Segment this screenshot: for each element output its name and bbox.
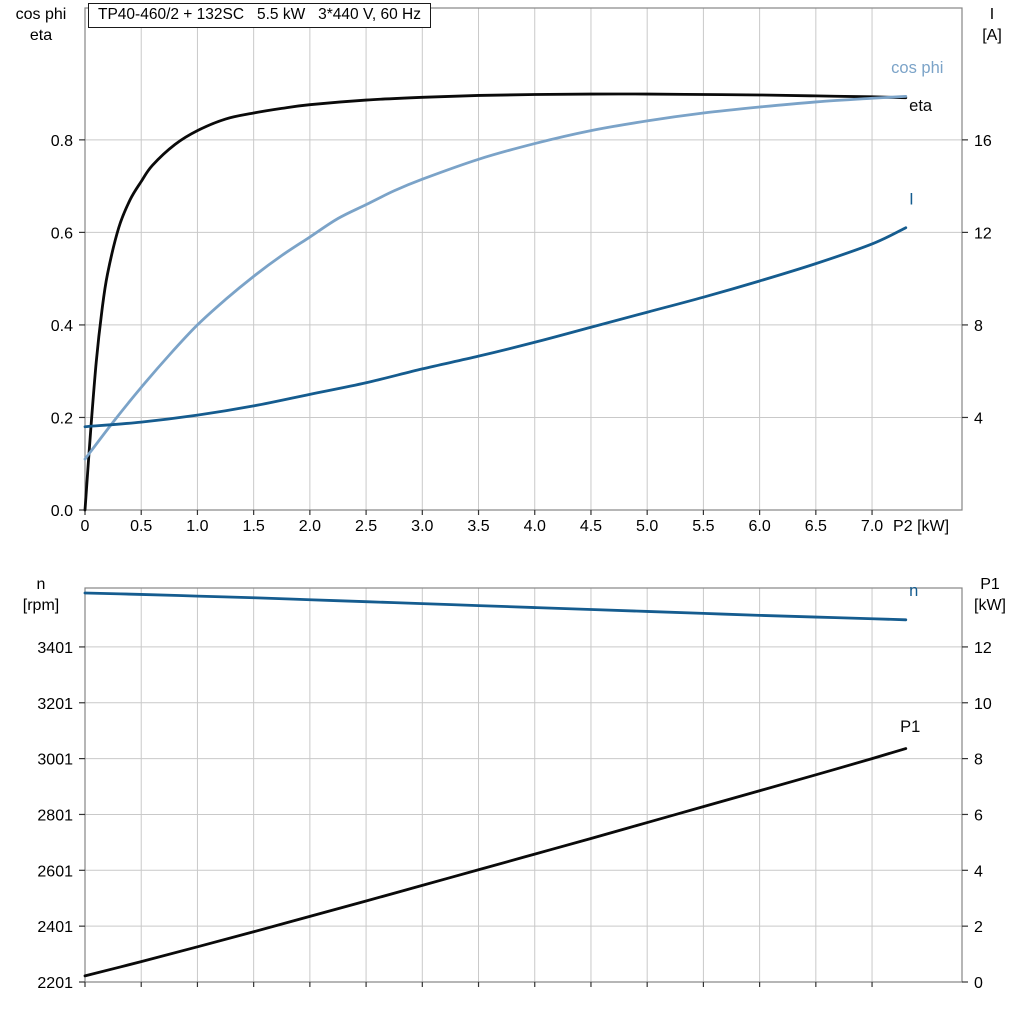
series-label-n: n: [909, 582, 918, 600]
x-tick-label: 1.0: [186, 518, 208, 535]
left-tick-label: 2601: [37, 863, 73, 880]
x-tick-label: 7.0: [861, 518, 883, 535]
x-tick-label: 5.0: [636, 518, 658, 535]
x-axis-unit-label: P2 [kW]: [893, 518, 949, 535]
curve-P1: [83, 747, 908, 978]
x-tick-label: 0: [81, 518, 90, 535]
left-tick-label: 0.0: [51, 503, 73, 520]
curve-eta: [83, 92, 908, 512]
left-tick-label: 2801: [37, 807, 73, 824]
axis-label-current: I: [989, 6, 995, 23]
curve-n: [83, 591, 908, 622]
right-tick-label: 12: [974, 640, 992, 657]
left-tick-label: 0.8: [51, 133, 73, 150]
curve-cos-phi: [83, 94, 908, 461]
right-tick-label: 4: [974, 863, 983, 880]
left-tick-label: 2201: [37, 975, 73, 992]
axis-label-p1: P1: [980, 576, 1000, 593]
right-tick-label: 6: [974, 807, 983, 824]
axis-label-speed: n: [36, 576, 46, 593]
left-tick-label: 0.6: [51, 225, 73, 242]
x-tick-label: 4.0: [524, 518, 546, 535]
x-tick-label: 6.5: [805, 518, 827, 535]
x-tick-label: 5.5: [692, 518, 714, 535]
right-tick-label: 4: [974, 410, 983, 427]
axis-label-p1-unit: [kW]: [974, 597, 1006, 614]
series-label-eta: eta: [909, 97, 933, 115]
top-chart-left-axis-title: cos phi eta: [2, 4, 80, 46]
right-tick-label: 16: [974, 133, 992, 150]
series-label-I: I: [909, 191, 914, 209]
plot-border: [84, 587, 963, 983]
speed-power-chart: 2201 2401 2601 2801 3001 3201 3401 0 2 4 6 8 10 12 n P1: [37, 582, 991, 992]
right-tick-label: 2: [974, 919, 983, 936]
bottom-chart-left-axis-title: n [rpm]: [2, 574, 80, 616]
right-tick-label: 8: [974, 752, 983, 769]
x-tick-label: 2.0: [299, 518, 321, 535]
right-tick-label: 10: [974, 696, 992, 713]
left-tick-label: 0.4: [51, 318, 73, 335]
plot-border: [84, 7, 963, 511]
left-tick-label: 3201: [37, 696, 73, 713]
top-chart-right-axis-title: I [A]: [962, 4, 1022, 46]
motor-efficiency-chart: 0.0 0.2 0.4 0.6 0.8 4 8 12 16 0 0.5 1.0 1.5 2.0 2.5 3.0…: [51, 7, 992, 535]
x-tick-label: 6.0: [748, 518, 770, 535]
x-tick-label: 3.0: [411, 518, 433, 535]
axis-label-current-unit: [A]: [982, 27, 1002, 44]
x-tick-label: 0.5: [130, 518, 152, 535]
x-tick-label: 4.5: [580, 518, 602, 535]
chart-title: TP40-460/2 + 132SC 5.5 kW 3*440 V, 60 Hz: [88, 3, 431, 28]
axis-label-eta: eta: [29, 27, 53, 44]
curve-I: [83, 226, 908, 429]
left-tick-label: 0.2: [51, 410, 73, 427]
left-tick-label: 3401: [37, 640, 73, 657]
series-label-P1: P1: [900, 718, 920, 736]
right-tick-label: 12: [974, 225, 992, 242]
axis-label-cos-phi: cos phi: [15, 6, 67, 23]
left-tick-label: 2401: [37, 919, 73, 936]
x-tick-label: 3.5: [467, 518, 489, 535]
x-tick-label: 1.5: [243, 518, 265, 535]
bottom-chart-right-axis-title: P1 [kW]: [958, 574, 1022, 616]
left-tick-label: 3001: [37, 752, 73, 769]
right-tick-label: 8: [974, 318, 983, 335]
right-tick-label: 0: [974, 975, 983, 992]
x-tick-label: 2.5: [355, 518, 377, 535]
series-label-cos-phi: cos phi: [891, 59, 943, 77]
axis-label-speed-unit: [rpm]: [22, 597, 60, 614]
